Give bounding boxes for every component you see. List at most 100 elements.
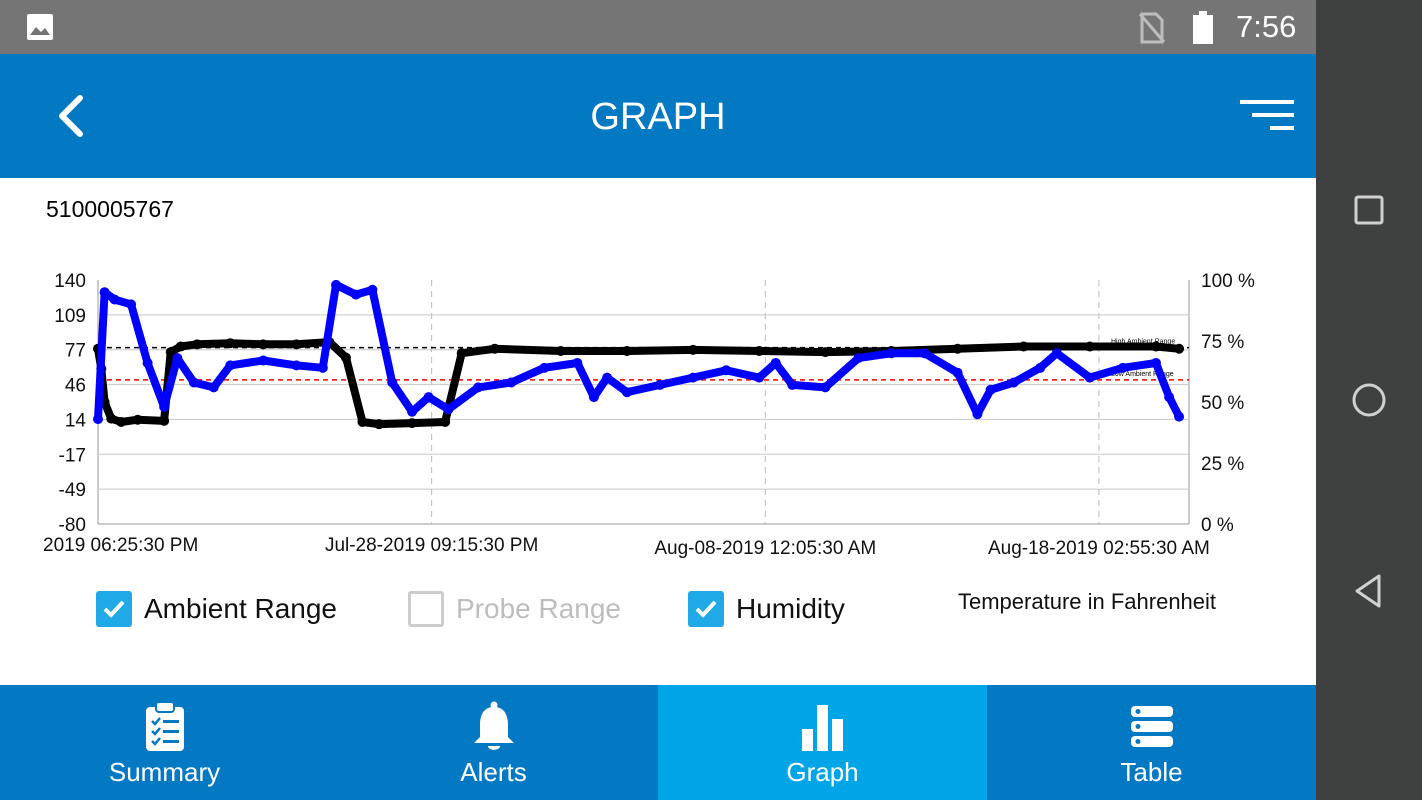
filter-menu-icon[interactable] <box>1238 98 1296 134</box>
nav-alerts[interactable]: Alerts <box>329 685 658 800</box>
data-point <box>387 377 398 388</box>
data-point <box>443 404 454 415</box>
table-rows-icon <box>1130 706 1173 747</box>
y-right-tick-label: 50 % <box>1201 393 1244 414</box>
y-left-tick-label: -17 <box>59 445 86 466</box>
data-point <box>159 415 170 426</box>
data-point <box>423 392 434 403</box>
data-point <box>539 362 550 373</box>
data-point <box>754 372 765 383</box>
data-point <box>820 382 831 393</box>
back-chevron-icon[interactable] <box>50 94 90 138</box>
data-point <box>588 392 599 403</box>
data-point <box>407 418 418 429</box>
x-tick-label: 2019 06:25:30 PM <box>43 535 198 556</box>
app-bar: GRAPH <box>0 54 1316 178</box>
nav-graph[interactable]: Graph <box>658 685 987 800</box>
data-point <box>985 384 996 395</box>
temperature-unit-note: Temperature in Fahrenheit <box>958 589 1217 614</box>
nav-label: Alerts <box>460 757 527 787</box>
bell-icon <box>473 701 514 750</box>
nav-label: Graph <box>786 757 859 787</box>
data-point <box>407 406 418 417</box>
data-point <box>787 379 798 390</box>
data-point <box>165 347 176 358</box>
device-id: 5100005767 <box>46 196 174 222</box>
system-nav-bar <box>1316 0 1422 800</box>
data-point <box>572 357 583 368</box>
page-title: GRAPH <box>590 96 726 138</box>
nav-label: Table <box>1120 757 1183 787</box>
data-point <box>192 339 203 350</box>
nav-summary[interactable]: Summary <box>0 685 329 800</box>
checkbox-unchecked-icon[interactable] <box>408 591 444 627</box>
data-point <box>770 357 781 368</box>
y-right-tick-label: 100 % <box>1201 271 1255 292</box>
data-point <box>919 348 930 359</box>
checkbox-checked-icon[interactable] <box>96 591 132 627</box>
status-clock: 7:56 <box>1236 9 1297 44</box>
data-point <box>109 294 120 305</box>
data-point <box>1084 341 1095 352</box>
data-point <box>1174 411 1185 422</box>
nav-table[interactable]: Table <box>987 685 1316 800</box>
y-right-tick-label: 0 % <box>1201 515 1234 536</box>
y-left-tick-label: -49 <box>59 480 86 501</box>
data-point <box>489 343 500 354</box>
data-point <box>1035 362 1046 373</box>
data-point <box>621 345 632 356</box>
x-tick-label: Aug-18-2019 02:55:30 AM <box>988 538 1210 559</box>
nav-label: Summary <box>108 757 221 787</box>
data-point <box>621 387 632 398</box>
data-point <box>1018 341 1029 352</box>
y-left-tick-label: -80 <box>59 515 86 536</box>
y-left-tick-label: 140 <box>54 271 86 292</box>
image-icon <box>27 14 53 40</box>
data-point <box>1084 372 1095 383</box>
data-point <box>93 414 103 425</box>
back-triangle-icon[interactable] <box>1349 571 1389 611</box>
clipboard-checklist-icon <box>145 701 184 751</box>
data-point <box>291 339 302 350</box>
y-right-tick-label: 75 % <box>1201 332 1244 353</box>
data-point <box>126 299 137 310</box>
y-left-tick-label: 77 <box>65 341 86 362</box>
bar-chart-icon <box>801 705 843 751</box>
data-point <box>1150 357 1161 368</box>
data-point <box>106 413 117 424</box>
battery-icon <box>1193 11 1213 44</box>
no-sim-icon <box>1138 12 1166 44</box>
data-point <box>602 372 613 383</box>
data-point <box>820 347 831 358</box>
data-point <box>688 372 699 383</box>
data-point <box>340 352 351 363</box>
data-point <box>952 367 963 378</box>
data-point <box>1164 392 1175 403</box>
data-point <box>555 345 566 356</box>
data-point <box>291 360 302 371</box>
data-point <box>225 338 236 349</box>
checkbox-label: Ambient Range <box>144 593 338 624</box>
data-point <box>1051 348 1062 359</box>
data-point <box>1150 341 1161 352</box>
data-point <box>440 416 451 427</box>
home-circle-icon[interactable] <box>1349 380 1389 420</box>
data-point <box>208 382 219 393</box>
y-left-tick-label: 109 <box>54 306 86 327</box>
recents-square-icon[interactable] <box>1349 190 1389 230</box>
data-point <box>159 401 170 412</box>
checkbox-ambient-range[interactable]: Ambient Range <box>96 588 337 630</box>
data-point <box>258 339 269 350</box>
data-point <box>317 362 328 373</box>
data-point <box>225 360 236 371</box>
y-right-tick-label: 25 % <box>1201 454 1244 475</box>
data-point <box>506 377 517 388</box>
checkbox-checked-icon[interactable] <box>688 591 724 627</box>
reference-line-label: Low Ambient Range <box>1111 371 1174 378</box>
checkbox-humidity[interactable]: Humidity <box>688 588 845 630</box>
checkbox-label: Probe Range <box>456 593 622 624</box>
data-point <box>1008 377 1019 388</box>
status-bar: 7:56 <box>0 0 1316 54</box>
checkbox-probe-range[interactable]: Probe Range <box>408 588 621 630</box>
data-point <box>258 355 269 366</box>
